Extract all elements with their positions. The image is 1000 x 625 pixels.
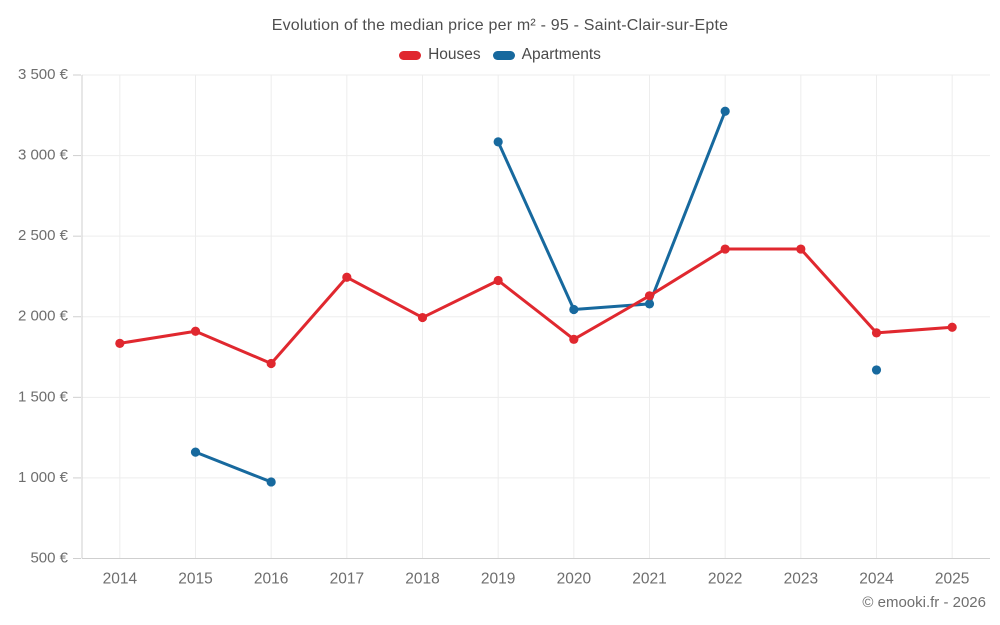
x-axis-label: 2020 xyxy=(557,571,592,588)
series-line-apartments xyxy=(496,109,727,311)
data-point-houses-2017[interactable] xyxy=(342,272,352,282)
data-point-houses-2020[interactable] xyxy=(569,334,579,344)
y-axis-label: 3 500 € xyxy=(18,66,69,83)
y-axis-label: 1 500 € xyxy=(18,388,69,405)
x-axis-label: 2016 xyxy=(254,571,288,588)
x-axis-label: 2023 xyxy=(784,571,818,588)
series-line-apartments xyxy=(194,450,273,484)
houses-series-swatch-icon xyxy=(399,50,422,60)
data-point-houses-2022[interactable] xyxy=(720,244,730,254)
x-axis-label: 2021 xyxy=(632,571,666,588)
data-point-apartments-2015[interactable] xyxy=(190,447,201,457)
chart-title: Evolution of the median price per m² - 9… xyxy=(271,17,729,34)
data-point-houses-2019[interactable] xyxy=(493,275,503,286)
y-axis-label: 2 000 € xyxy=(18,308,69,325)
x-axis-label: 2017 xyxy=(330,571,364,588)
x-axis-label: 2015 xyxy=(178,571,212,588)
legend-item-houses[interactable]: Houses xyxy=(399,46,481,64)
copyright-attribution: © emooki.fr - 2026 xyxy=(862,594,986,611)
x-axis-label: 2025 xyxy=(935,571,969,588)
chart-legend: Houses Apartments xyxy=(0,46,1000,64)
data-point-houses-2016[interactable] xyxy=(266,358,276,369)
data-point-houses-2021[interactable] xyxy=(644,291,655,301)
y-axis-label: 3 000 € xyxy=(18,147,69,164)
data-point-apartments-2024[interactable] xyxy=(871,365,882,375)
data-point-apartments-2019[interactable] xyxy=(493,137,503,147)
x-axis-label: 2019 xyxy=(481,571,515,588)
y-axis-label: 2 500 € xyxy=(18,227,69,244)
legend-label-houses: Houses xyxy=(428,46,481,63)
data-point-apartments-2022[interactable] xyxy=(720,106,730,116)
legend-item-apartments[interactable]: Apartments xyxy=(492,46,601,64)
data-point-houses-2014[interactable] xyxy=(115,338,125,348)
legend-label-apartments: Apartments xyxy=(521,46,601,63)
data-point-houses-2023[interactable] xyxy=(796,244,806,254)
data-point-houses-2015[interactable] xyxy=(190,326,201,336)
data-point-apartments-2020[interactable] xyxy=(569,304,579,315)
x-axis-label: 2018 xyxy=(405,571,439,588)
y-axis-label: 1 000 € xyxy=(18,469,69,486)
series-line-houses xyxy=(118,247,954,365)
data-point-apartments-2016[interactable] xyxy=(266,477,276,487)
x-axis-label: 2014 xyxy=(103,571,138,588)
y-axis-label: 500 € xyxy=(30,549,68,566)
apartments-series-swatch-icon xyxy=(492,50,515,60)
data-point-houses-2024[interactable] xyxy=(871,328,882,338)
data-point-houses-2018[interactable] xyxy=(417,312,428,323)
data-point-apartments-2021[interactable] xyxy=(644,299,655,309)
x-axis-label: 2024 xyxy=(859,571,894,588)
x-axis-label: 2022 xyxy=(708,571,742,588)
data-point-houses-2025[interactable] xyxy=(947,322,957,332)
